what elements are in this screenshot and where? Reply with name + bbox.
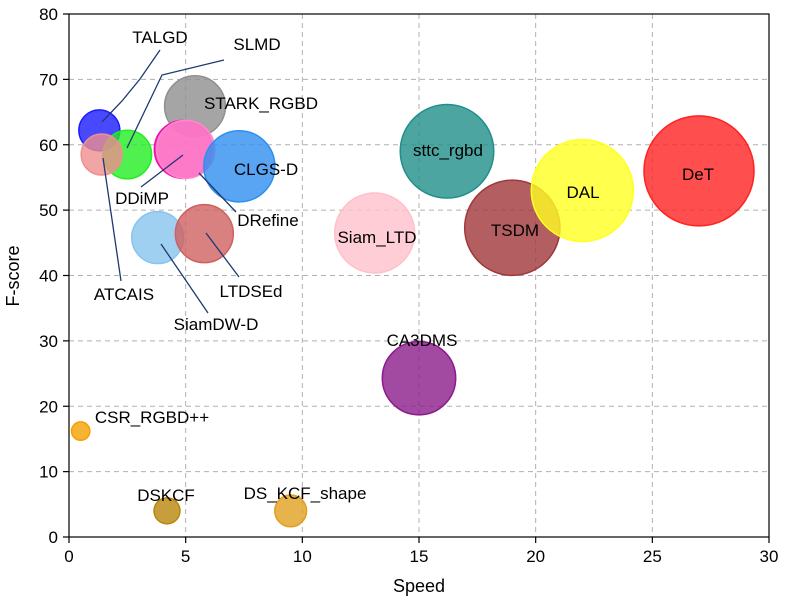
label-siam-ltd: Siam_LTD [337, 228, 416, 247]
bubble-sttc-rgbd [399, 103, 495, 199]
label-ds-kcf-shape: DS_KCF_shape [244, 484, 367, 503]
label-siamdw-d: SiamDW-D [174, 315, 259, 334]
label-sttc-rgbd: sttc_rgbd [413, 141, 483, 160]
y-tick-label: 10 [39, 463, 58, 482]
x-tick-label: 15 [410, 547, 429, 566]
point-labels: TALGD SLMD ATCAIS STARK_RGBD DDiMP DRefine CLG… [94, 28, 714, 505]
x-axis-label: Speed [393, 576, 445, 596]
label-talgd: TALGD [132, 28, 187, 47]
bubble-ltdsed [174, 203, 235, 264]
label-tsdm: TSDM [491, 221, 539, 240]
leader-line [198, 172, 237, 213]
x-tick-label: 25 [643, 547, 662, 566]
x-axis-ticks: 0 5 10 15 20 25 30 [64, 537, 778, 566]
label-csr-rgbd-: CSR_RGBD++ [95, 408, 209, 427]
bubble-ca3dms [381, 340, 457, 416]
label-det: DeT [682, 165, 714, 184]
y-tick-label: 0 [49, 528, 58, 547]
leader-line [160, 243, 209, 314]
label-drefine: DRefine [237, 211, 298, 230]
y-axis-label: F-score [3, 245, 23, 306]
label-dal: DAL [566, 183, 599, 202]
bubble-det [643, 115, 755, 227]
bubble-atcais [80, 133, 123, 176]
y-tick-label: 60 [39, 136, 58, 155]
y-tick-label: 80 [39, 5, 58, 24]
grid-lines [69, 14, 769, 537]
bubble-dal [530, 138, 635, 243]
x-tick-label: 0 [64, 547, 73, 566]
bubble-series [70, 75, 755, 528]
leader-line [205, 232, 240, 278]
y-axis-ticks: 0 10 20 30 40 50 60 70 80 [39, 5, 69, 547]
x-tick-label: 10 [293, 547, 312, 566]
bubble-ds-kcf-shape [274, 494, 308, 528]
bubble-dskcf [153, 497, 181, 525]
label-dskcf: DSKCF [137, 486, 195, 505]
leader-line [101, 49, 161, 123]
y-tick-label: 20 [39, 397, 58, 416]
y-tick-label: 70 [39, 70, 58, 89]
x-tick-label: 30 [760, 547, 779, 566]
bubble-siam-ltd [333, 192, 416, 274]
label-clgs-d: CLGS-D [234, 160, 298, 179]
label-ltdsed: LTDSEd [220, 282, 283, 301]
y-tick-label: 30 [39, 332, 58, 351]
leader-line [102, 157, 122, 282]
bubble-clgs-d [203, 130, 276, 203]
y-tick-label: 50 [39, 201, 58, 220]
label-atcais: ATCAIS [94, 285, 154, 304]
leader-line [140, 154, 184, 188]
leader-line [126, 59, 225, 149]
label-leader-lines [101, 49, 240, 314]
label-ddimp: DDiMP [115, 189, 169, 208]
label-slmd: SLMD [233, 35, 280, 54]
x-tick-label: 5 [181, 547, 190, 566]
x-tick-label: 20 [526, 547, 545, 566]
y-tick-label: 40 [39, 267, 58, 286]
label-ca3dms: CA3DMS [387, 331, 458, 350]
bubble-csr-rgbd- [70, 421, 91, 442]
label-stark-rgbd: STARK_RGBD [204, 94, 318, 113]
